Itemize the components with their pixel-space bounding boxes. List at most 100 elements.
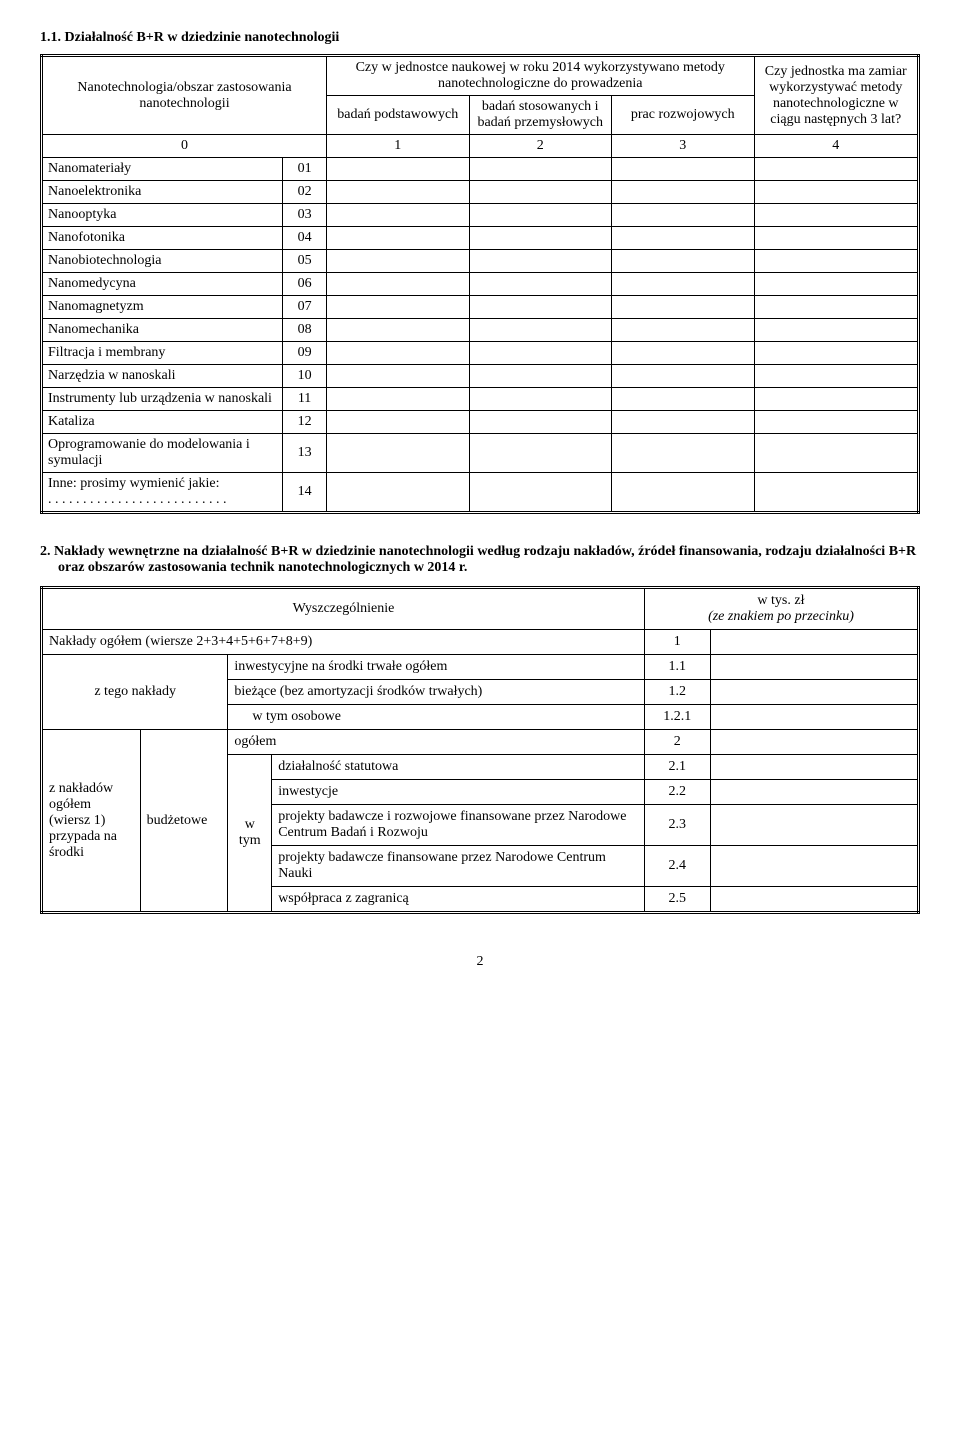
tbl2-ogolem-input[interactable] [710,730,918,755]
table-cell-input[interactable] [754,296,918,319]
table-cell-input[interactable] [612,273,755,296]
table-cell-input[interactable] [327,319,470,342]
table-cell-input[interactable] [612,434,755,473]
tbl2-ztego-r0-num: 1.1 [644,655,710,680]
table-cell-input[interactable] [612,227,755,250]
table-cell-input[interactable] [612,411,755,434]
table-cell-input[interactable] [469,158,612,181]
table-cell-input[interactable] [469,273,612,296]
table-cell-input[interactable] [612,296,755,319]
table-cell-input[interactable] [754,273,918,296]
tbl2-wtym-r0-num: 2.1 [644,755,710,780]
tbl1-num2: 2 [469,135,612,158]
table-cell-input[interactable] [754,319,918,342]
table-row-label: Nanobiotechnologia [42,250,283,273]
tbl2-wtym-r4-num: 2.5 [644,887,710,913]
table-cell-input[interactable] [754,388,918,411]
table-cell-input[interactable] [469,296,612,319]
table-cell-input[interactable] [327,388,470,411]
table-cell-input[interactable] [469,250,612,273]
tbl2-row1-input[interactable] [710,630,918,655]
table-cell-input[interactable] [327,342,470,365]
tbl2-wtym-r3-num: 2.4 [644,846,710,887]
table-cell-input[interactable] [327,473,470,513]
table-cell-input[interactable] [469,204,612,227]
table-cell-input[interactable] [754,250,918,273]
table-row-code: 14 [283,473,327,513]
table-cell-input[interactable] [327,411,470,434]
table-cell-input[interactable] [327,365,470,388]
table-cell-input[interactable] [612,181,755,204]
tbl2-wtym-r3-label: projekty badawcze finansowane przez Naro… [272,846,645,887]
tbl2-wtym-r2-input[interactable] [710,805,918,846]
table-cell-input[interactable] [754,227,918,250]
tbl2-wtym-r4-input[interactable] [710,887,918,913]
table-row-label: Oprogramowanie do modelowania i symulacj… [42,434,283,473]
tbl1-col4: Czy jednostka ma zamiar wykorzystywać me… [754,56,918,135]
table-cell-input[interactable] [612,388,755,411]
table-cell-input[interactable] [612,250,755,273]
tbl2-ztego-r2-input[interactable] [710,705,918,730]
table-cell-input[interactable] [469,227,612,250]
tbl2-ztego-r1-label: bieżące (bez amortyzacji środków trwałyc… [228,680,645,705]
tbl1-num3: 3 [612,135,755,158]
table-row-label: Nanomechanika [42,319,283,342]
table-cell-input[interactable] [469,473,612,513]
table-cell-input[interactable] [612,473,755,513]
table-cell-input[interactable] [469,411,612,434]
tbl2-wtym-r2-num: 2.3 [644,805,710,846]
table-cell-input[interactable] [754,473,918,513]
table-row-code: 12 [283,411,327,434]
tbl2-bottom-left1: z nakładów ogółem (wiersz 1) przypada na… [42,730,141,913]
table2: Wyszczególnienie w tys. zł (ze znakiem p… [40,586,920,914]
table-cell-input[interactable] [469,434,612,473]
table-cell-input[interactable] [754,411,918,434]
table-cell-input[interactable] [612,204,755,227]
tbl1-colgroup: Czy w jednostce naukowej w roku 2014 wyk… [327,56,755,96]
table-cell-input[interactable] [327,181,470,204]
table-cell-input[interactable] [469,388,612,411]
tbl2-wtym-r0-input[interactable] [710,755,918,780]
table-cell-input[interactable] [469,365,612,388]
tbl2-wtym-r4-label: współpraca z zagranicą [272,887,645,913]
table-cell-input[interactable] [612,365,755,388]
table-cell-input[interactable] [327,250,470,273]
page-number: 2 [40,954,920,970]
table-cell-input[interactable] [612,158,755,181]
table-cell-input[interactable] [327,434,470,473]
tbl2-wtym-r3-input[interactable] [710,846,918,887]
table-cell-input[interactable] [327,204,470,227]
table-cell-input[interactable] [754,365,918,388]
tbl1-rowheader: Nanotechnologia/obszar zastosowania nano… [42,56,327,135]
table-row-label: Nanooptyka [42,204,283,227]
table-row-code: 05 [283,250,327,273]
tbl2-ztego-r1-input[interactable] [710,680,918,705]
table-cell-input[interactable] [754,204,918,227]
tbl2-wtym-r0-label: działalność statutowa [272,755,645,780]
table-cell-input[interactable] [327,227,470,250]
tbl2-value-line1: w tys. zł [757,593,804,608]
tbl2-wtym-r1-input[interactable] [710,780,918,805]
table-cell-input[interactable] [754,158,918,181]
table-row-code: 09 [283,342,327,365]
table-cell-input[interactable] [327,273,470,296]
table-row-label: Nanomagnetyzm [42,296,283,319]
table-cell-input[interactable] [469,181,612,204]
tbl1-num0: 0 [42,135,327,158]
table-cell-input[interactable] [754,434,918,473]
table-cell-input[interactable] [327,296,470,319]
table-cell-input[interactable] [754,342,918,365]
tbl1-col2: badań stosowanych i badań przemysłowych [469,96,612,135]
tbl1-col1: badań podstawowych [327,96,470,135]
table-cell-input[interactable] [612,342,755,365]
tbl2-ztego-r2-num: 1.2.1 [644,705,710,730]
table-cell-input[interactable] [469,319,612,342]
tbl2-ztego-r0-input[interactable] [710,655,918,680]
table-row-code: 13 [283,434,327,473]
table-cell-input[interactable] [469,342,612,365]
tbl2-wtym-r1-num: 2.2 [644,780,710,805]
table-cell-input[interactable] [327,158,470,181]
table-row-code: 07 [283,296,327,319]
table-cell-input[interactable] [612,319,755,342]
table-cell-input[interactable] [754,181,918,204]
